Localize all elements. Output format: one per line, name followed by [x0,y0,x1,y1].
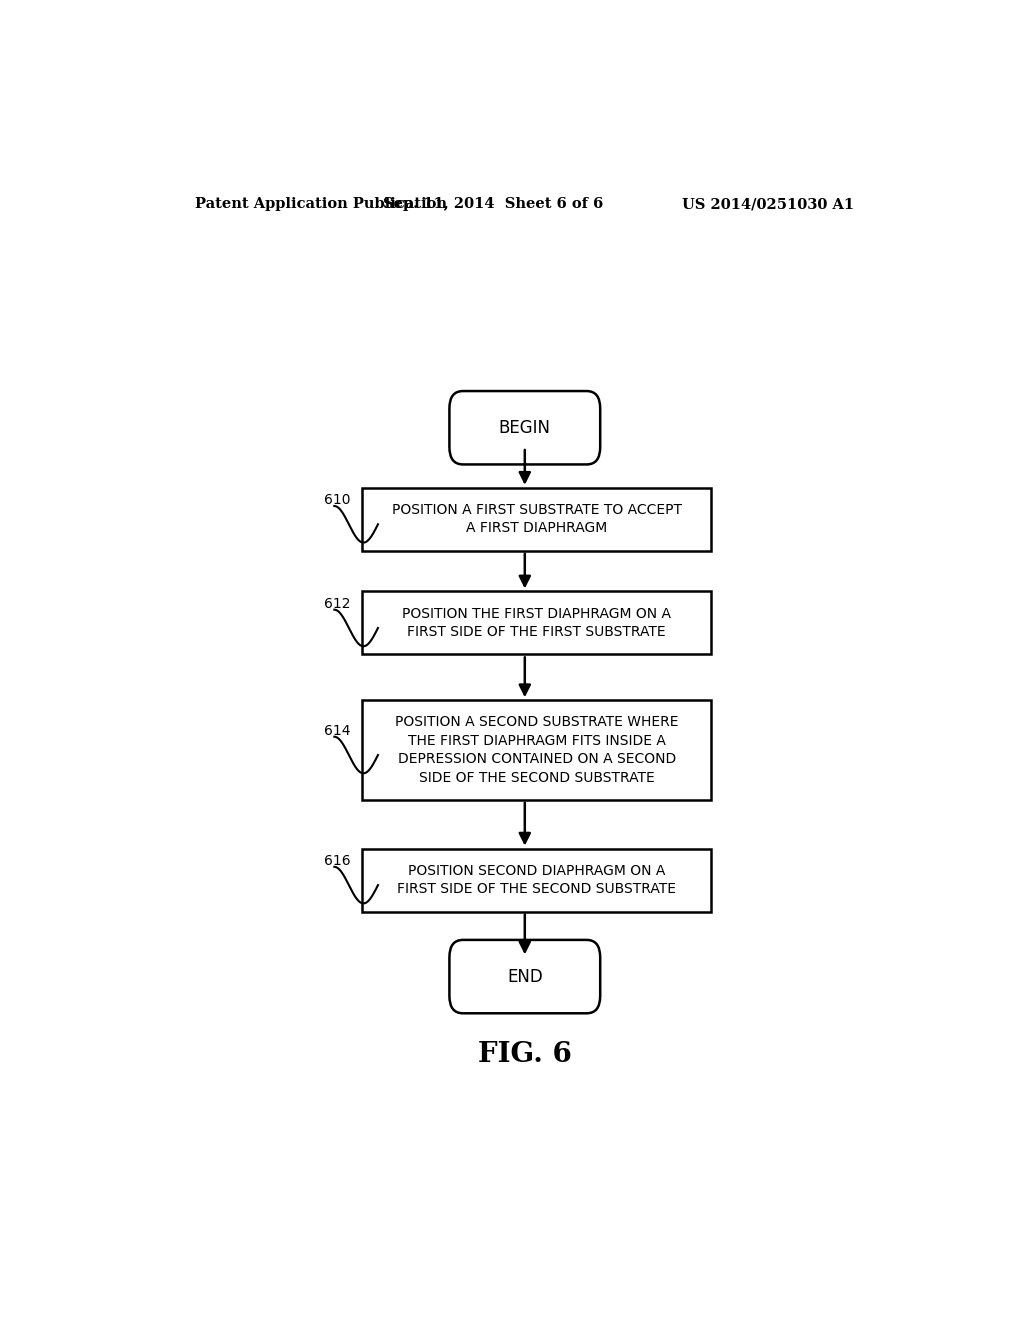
FancyBboxPatch shape [450,391,600,465]
Text: POSITION THE FIRST DIAPHRAGM ON A
FIRST SIDE OF THE FIRST SUBSTRATE: POSITION THE FIRST DIAPHRAGM ON A FIRST … [402,607,671,639]
Text: 610: 610 [325,494,351,507]
FancyBboxPatch shape [362,591,712,655]
Text: 616: 616 [325,854,351,867]
Text: POSITION SECOND DIAPHRAGM ON A
FIRST SIDE OF THE SECOND SUBSTRATE: POSITION SECOND DIAPHRAGM ON A FIRST SID… [397,863,676,896]
Text: 614: 614 [325,723,351,738]
FancyBboxPatch shape [362,700,712,800]
Text: BEGIN: BEGIN [499,418,551,437]
Text: Patent Application Publication: Patent Application Publication [196,197,447,211]
Text: END: END [507,968,543,986]
Text: US 2014/0251030 A1: US 2014/0251030 A1 [682,197,854,211]
Text: 612: 612 [325,597,351,611]
Text: POSITION A SECOND SUBSTRATE WHERE
THE FIRST DIAPHRAGM FITS INSIDE A
DEPRESSION C: POSITION A SECOND SUBSTRATE WHERE THE FI… [395,715,679,784]
Text: Sep. 11, 2014  Sheet 6 of 6: Sep. 11, 2014 Sheet 6 of 6 [383,197,603,211]
Text: POSITION A FIRST SUBSTRATE TO ACCEPT
A FIRST DIAPHRAGM: POSITION A FIRST SUBSTRATE TO ACCEPT A F… [392,503,682,536]
FancyBboxPatch shape [450,940,600,1014]
Text: FIG. 6: FIG. 6 [478,1041,571,1068]
FancyBboxPatch shape [362,487,712,550]
FancyBboxPatch shape [362,849,712,912]
